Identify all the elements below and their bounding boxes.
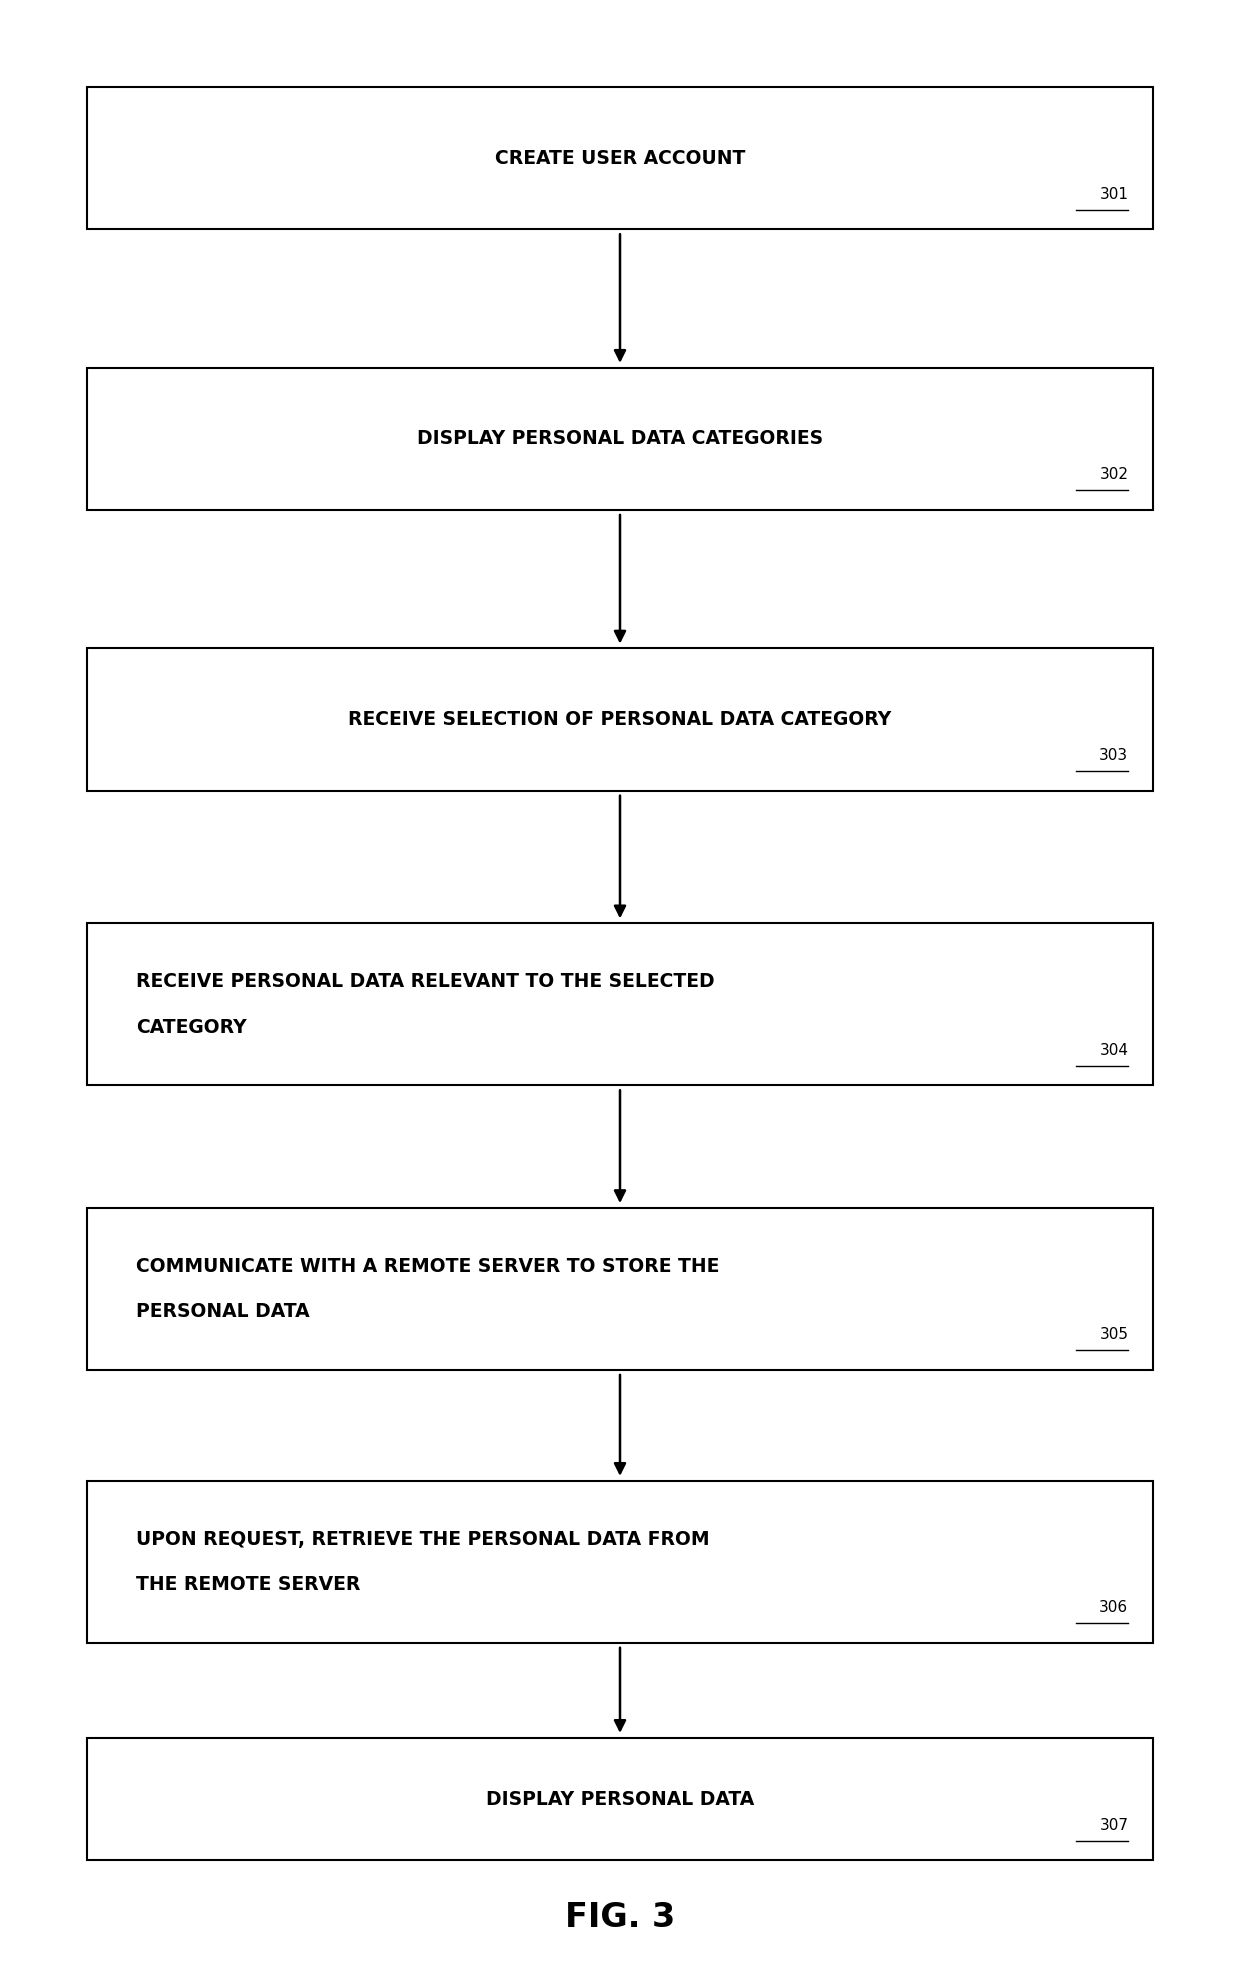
Bar: [87, 1481, 1153, 1643]
Bar: [87, 87, 1153, 229]
Text: PERSONAL DATA: PERSONAL DATA: [136, 1303, 310, 1321]
Text: FIG. 3: FIG. 3: [565, 1900, 675, 1934]
Text: RECEIVE PERSONAL DATA RELEVANT TO THE SELECTED: RECEIVE PERSONAL DATA RELEVANT TO THE SE…: [136, 973, 715, 990]
Bar: [87, 923, 1153, 1085]
Text: CATEGORY: CATEGORY: [136, 1018, 247, 1036]
Bar: [87, 1738, 1153, 1860]
Text: CREATE USER ACCOUNT: CREATE USER ACCOUNT: [495, 148, 745, 168]
Text: 306: 306: [1100, 1599, 1128, 1615]
Text: RECEIVE SELECTION OF PERSONAL DATA CATEGORY: RECEIVE SELECTION OF PERSONAL DATA CATEG…: [348, 710, 892, 730]
Text: 302: 302: [1100, 467, 1128, 482]
Text: 303: 303: [1100, 747, 1128, 763]
Text: 307: 307: [1100, 1817, 1128, 1833]
Bar: [87, 1208, 1153, 1370]
Text: UPON REQUEST, RETRIEVE THE PERSONAL DATA FROM: UPON REQUEST, RETRIEVE THE PERSONAL DATA…: [136, 1530, 711, 1548]
Text: DISPLAY PERSONAL DATA: DISPLAY PERSONAL DATA: [486, 1789, 754, 1809]
Text: 305: 305: [1100, 1327, 1128, 1342]
Bar: [87, 648, 1153, 791]
Bar: [87, 368, 1153, 510]
Text: THE REMOTE SERVER: THE REMOTE SERVER: [136, 1576, 361, 1593]
Text: DISPLAY PERSONAL DATA CATEGORIES: DISPLAY PERSONAL DATA CATEGORIES: [417, 429, 823, 449]
Text: 304: 304: [1100, 1042, 1128, 1058]
Text: 301: 301: [1100, 186, 1128, 202]
Text: COMMUNICATE WITH A REMOTE SERVER TO STORE THE: COMMUNICATE WITH A REMOTE SERVER TO STOR…: [136, 1257, 719, 1275]
